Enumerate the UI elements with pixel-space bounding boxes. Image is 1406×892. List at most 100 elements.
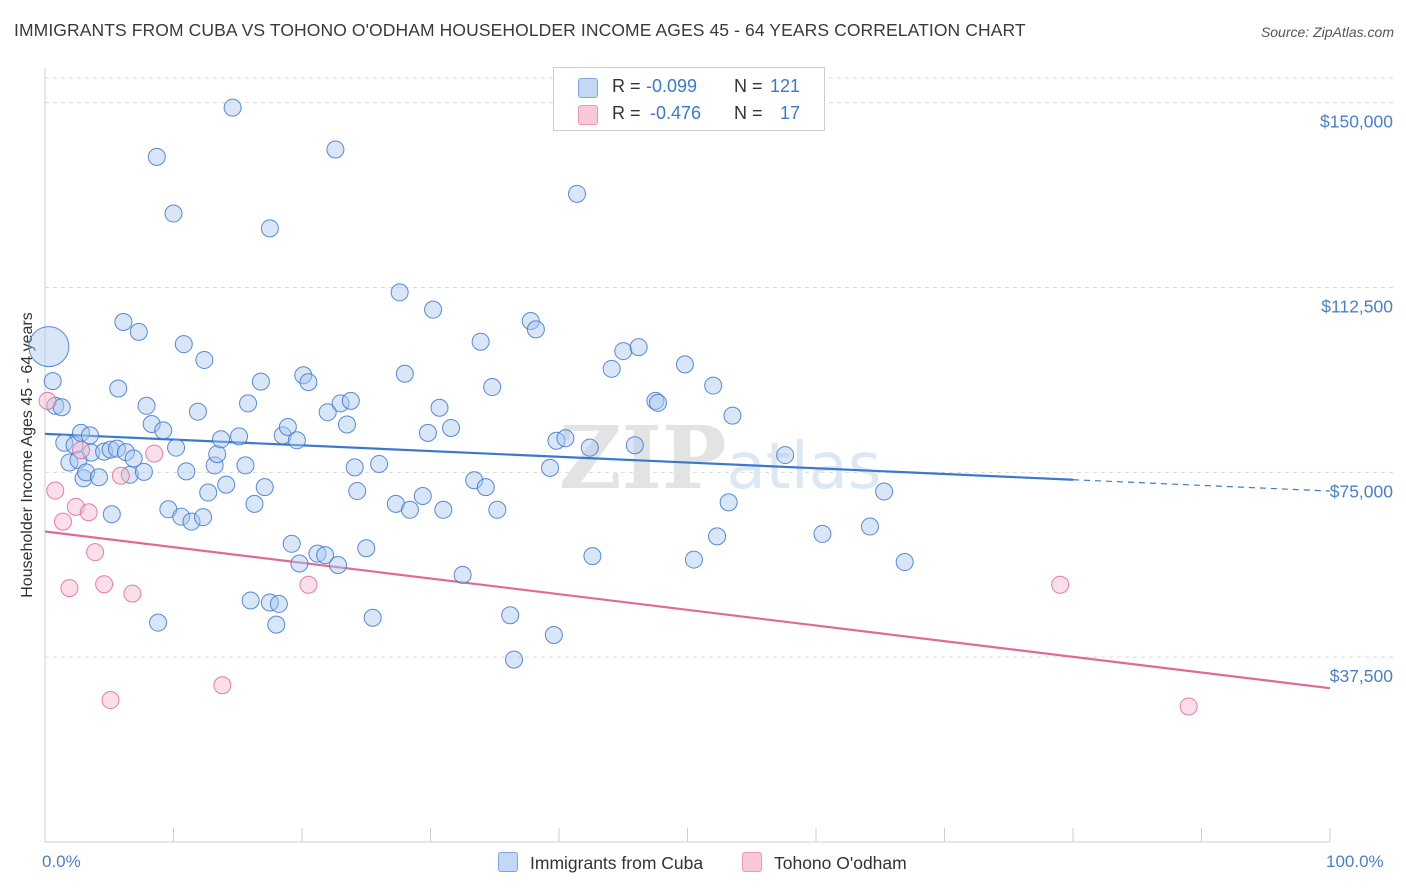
legend-swatch-tohono [741,852,762,872]
cuba-point [556,429,575,448]
cuba-point [116,443,135,462]
tohono-point [145,444,164,463]
cuba-point [370,454,389,473]
cuba-point [290,554,309,573]
cuba-point [174,335,193,354]
cuba-point [255,478,274,497]
cuba-point [521,312,540,331]
cuba-point [245,494,264,513]
cuba-point [107,439,126,458]
cuba-point [273,426,292,445]
cuba-point [82,443,101,462]
trend-line [44,432,1074,481]
tohono-point [60,579,79,598]
cuba-point [501,606,520,625]
cuba-point [345,458,364,477]
cuba-point [239,394,258,413]
cuba-point [331,394,350,413]
y-tick-label: $75,000 [1330,481,1394,501]
cuba-point [684,550,703,569]
cuba-point [418,423,437,442]
cuba-point [326,140,345,159]
cuba-point [390,283,409,302]
cuba-point [465,471,484,490]
cuba-point [282,534,301,553]
cuba-point [648,393,667,412]
cuba-point [188,402,207,421]
cuba-point [80,426,99,445]
cuba-point [251,372,270,391]
tohono-point [38,391,57,410]
legend-item-tohono[interactable]: Tohono O'odham [741,852,907,874]
tohono-point [86,543,105,562]
cuba-point [625,436,644,455]
cuba-point [583,547,602,566]
tohono-point [71,441,90,460]
stats-box: R = -0.099 N = 121 R = -0.476 N = 17 [553,67,825,131]
cuba-point [308,544,327,563]
cuba-point [137,396,156,415]
tohono-swatch [578,105,598,125]
legend-item-cuba[interactable]: Immigrants from Cuba [498,852,703,874]
x-tick-min: 0.0% [42,852,81,871]
cuba-point [675,355,694,374]
legend-swatch-cuba [498,852,518,872]
trend-line [44,530,1331,690]
y-tick-label: $112,500 [1321,296,1393,316]
tohono-point [53,512,72,531]
cuba-point [172,507,191,526]
cuba-point [424,300,443,319]
cuba-point [230,427,249,446]
cuba-point [260,219,279,238]
cuba-point [476,478,495,497]
cuba-point [430,398,449,417]
cuba-point [102,505,121,524]
cuba-point [267,615,286,634]
cuba-point [488,500,507,519]
trend-line-extension [1072,479,1331,492]
r-value: -0.476 [650,103,702,123]
cuba-point [328,555,347,574]
cuba-point [223,98,242,117]
cuba-point [483,378,502,397]
cuba-point [182,512,201,531]
legend-label-cuba: Immigrants from Cuba [530,853,704,873]
cuba-point [580,438,599,457]
cuba-point [89,468,108,487]
cuba-point [124,449,143,468]
cuba-point [363,608,382,627]
cuba-point [708,527,727,546]
x-tick-max: 100.0% [1326,852,1384,871]
cuba-point [194,508,213,527]
cuba-point [400,500,419,519]
y-tick-label: $37,500 [1330,666,1394,686]
cuba-point [147,147,166,166]
cuba-point [236,456,255,475]
cuba-point [719,493,738,512]
cuba-point [28,326,70,368]
cuba-point [278,417,297,436]
cuba-point [43,372,62,391]
cuba-point [55,433,74,452]
cuba-point [205,456,224,475]
chart-title: IMMIGRANTS FROM CUBA VS TOHONO O'ODHAM H… [14,20,1026,40]
tohono-point [101,691,120,710]
cuba-point [505,650,524,669]
cuba-point [567,184,586,203]
cuba-point [471,332,490,351]
cuba-point [164,204,183,223]
cuba-point [629,338,648,357]
cuba-point [337,415,356,434]
tohono-point [1179,697,1198,716]
cuba-point [134,462,153,481]
cuba-point [195,350,214,369]
cuba-point [813,524,832,543]
stats-row-cuba: R = -0.099 N = 121 [554,76,824,102]
cuba-point [199,483,218,502]
tohono-point [79,503,98,522]
cuba-point [316,546,335,565]
cuba-point [348,482,367,501]
y-tick-label: $150,000 [1320,112,1393,132]
cuba-point [357,539,376,558]
